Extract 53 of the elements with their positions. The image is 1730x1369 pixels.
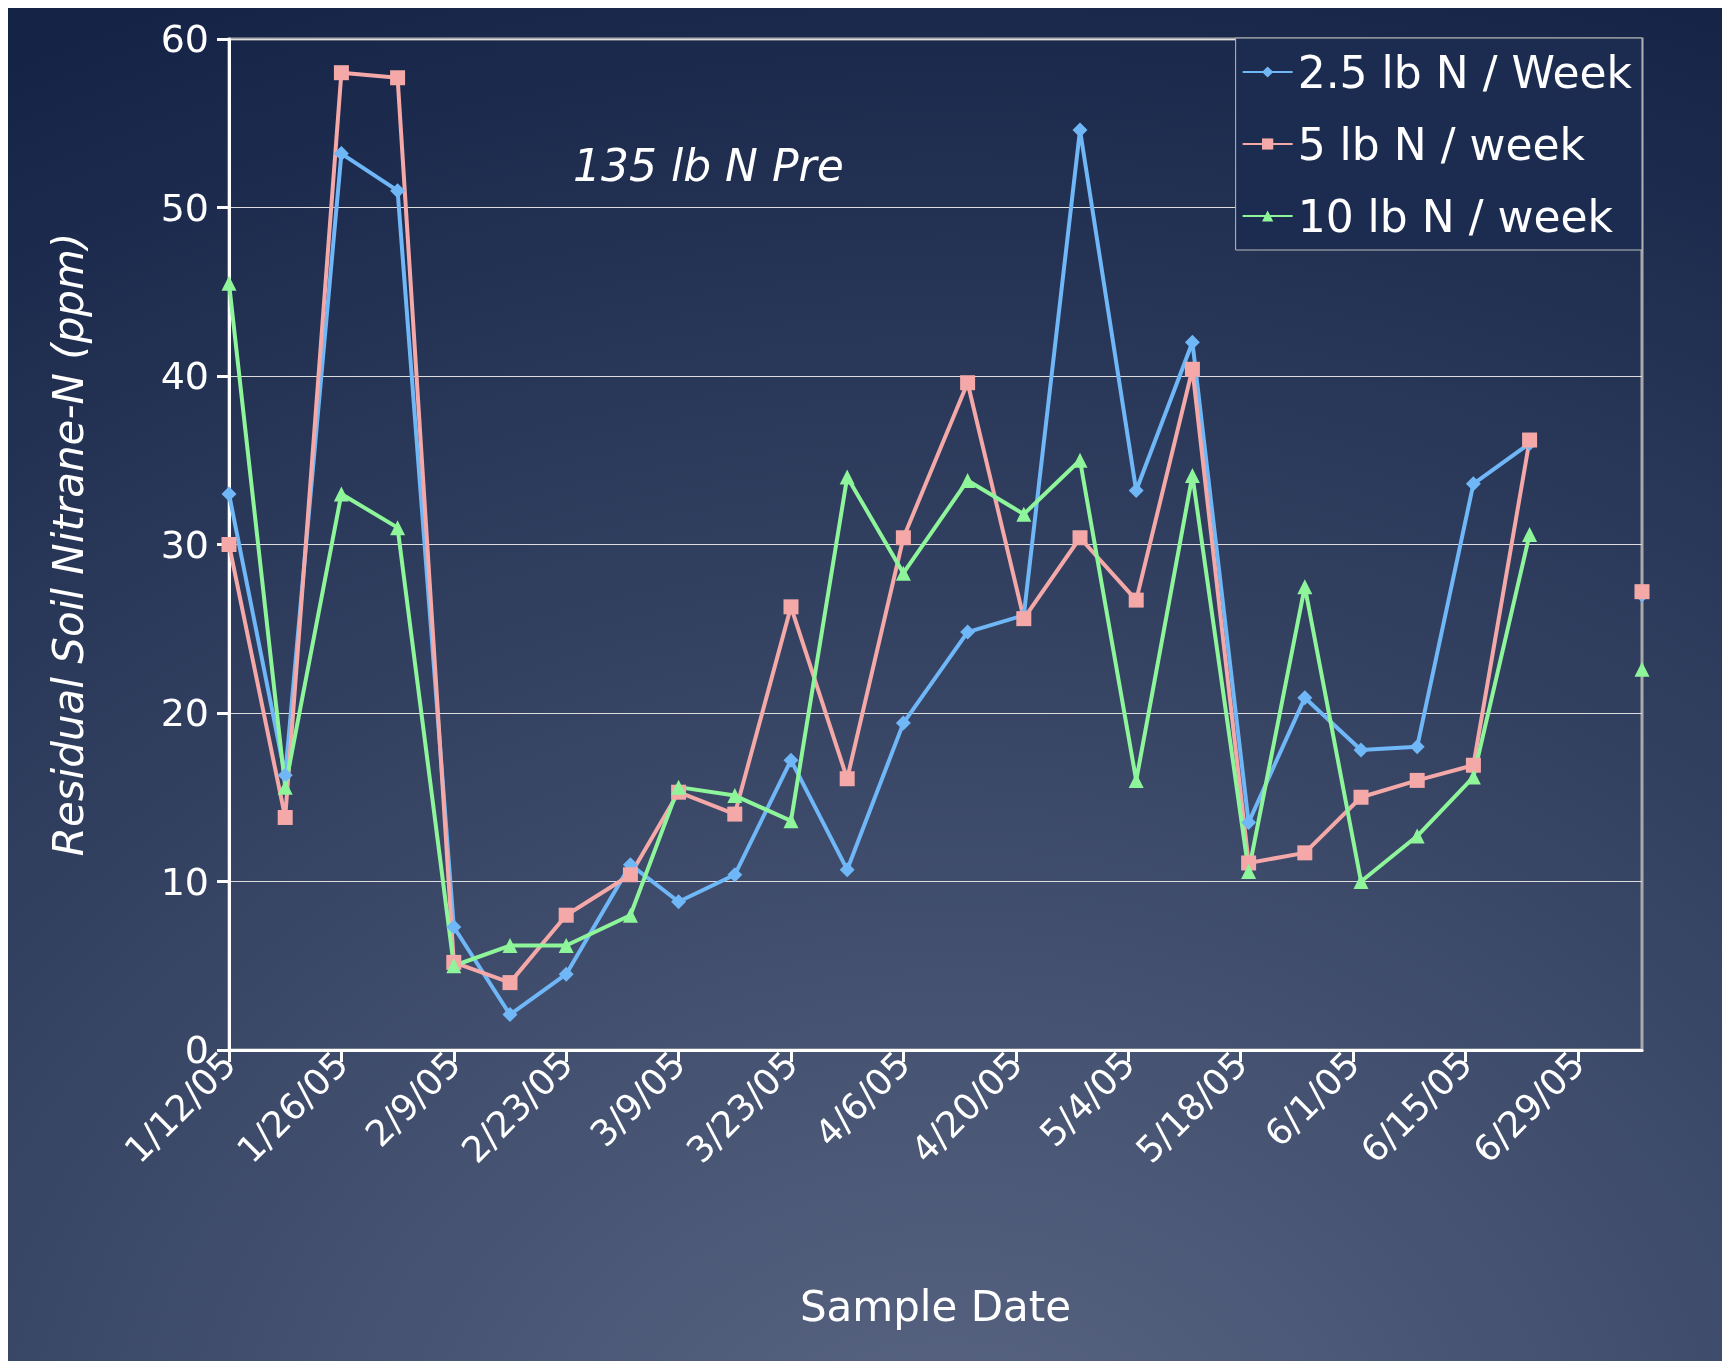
- point: [390, 520, 406, 536]
- point: [1353, 742, 1369, 758]
- x-axis-title: Sample Date: [799, 1281, 1072, 1331]
- legend-label: 2.5 lb N / Week: [1297, 46, 1633, 98]
- point: [1353, 789, 1369, 805]
- point: [1241, 863, 1257, 879]
- point: [221, 537, 237, 552]
- annotation: 135 lb N Pre: [573, 139, 844, 191]
- point: [1184, 467, 1200, 483]
- point: [221, 486, 237, 502]
- point: [1241, 815, 1257, 831]
- point: [446, 958, 462, 974]
- point: [1409, 739, 1425, 755]
- point: [502, 975, 518, 991]
- legend-label: 5 lb N / week: [1297, 118, 1586, 170]
- point: [558, 907, 574, 923]
- point: [671, 894, 687, 910]
- point: [446, 919, 462, 935]
- point: [1297, 845, 1313, 861]
- point: [1465, 476, 1481, 492]
- point: [502, 938, 518, 954]
- point: [1465, 769, 1481, 785]
- point: [1353, 874, 1369, 889]
- point: [558, 938, 574, 954]
- point: [333, 486, 349, 502]
- point: [1465, 757, 1481, 773]
- point: [558, 966, 574, 982]
- y-tick-label: 40: [160, 354, 209, 398]
- point: [277, 779, 293, 795]
- point: [390, 70, 406, 86]
- point: [277, 767, 293, 783]
- point: [333, 65, 349, 81]
- y-tick-label: 10: [160, 859, 209, 904]
- y-tick-label: 60: [160, 17, 209, 61]
- point: [1297, 690, 1313, 706]
- point: [1297, 579, 1313, 595]
- point: [502, 1007, 518, 1023]
- point: [390, 183, 406, 199]
- point: [221, 275, 237, 291]
- point: [671, 779, 687, 795]
- y-axis-title: Residual Soil Nitrane-N (ppm): [43, 232, 93, 857]
- point: [1241, 855, 1257, 871]
- point: [277, 809, 293, 825]
- point: [1634, 661, 1650, 677]
- y-tick-label: 50: [160, 185, 209, 230]
- y-tick-label: 20: [160, 691, 209, 735]
- y-tick-label: 30: [160, 522, 209, 567]
- point: [1409, 828, 1425, 844]
- point: [333, 146, 349, 162]
- point: [1409, 772, 1425, 788]
- point: [1522, 526, 1538, 542]
- legend-label: 10 lb N / week: [1297, 190, 1614, 242]
- point: [1184, 361, 1200, 377]
